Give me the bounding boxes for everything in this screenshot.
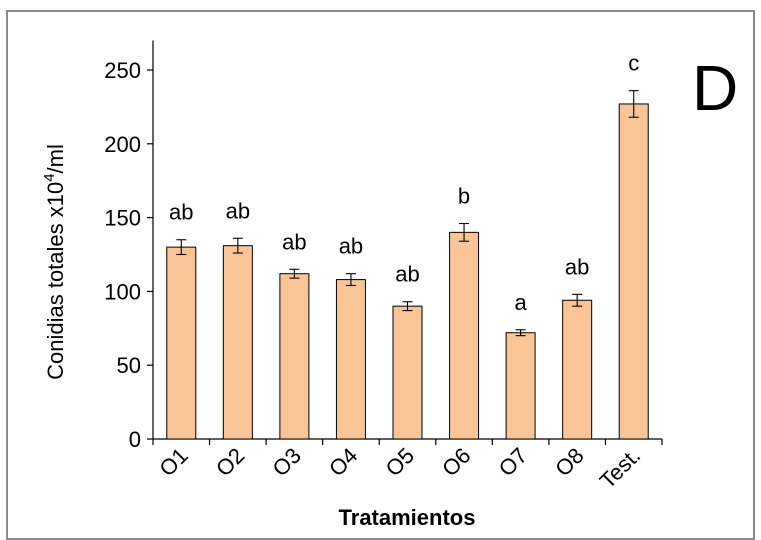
bar: [449, 231, 480, 440]
x-tick-label: O4: [324, 443, 362, 481]
x-tick-label: O3: [267, 443, 305, 481]
bar: [392, 305, 423, 440]
y-axis-label: Conidias totales x104/ml: [41, 144, 68, 380]
significance-labels: ab ab ab ab ab b a ab c: [169, 51, 639, 315]
bar: [335, 279, 366, 440]
y-tick-label: 50: [117, 353, 141, 378]
x-tick-label: O7: [494, 443, 532, 481]
bar-chart: 0 50 100 150 200 250 ab ab ab ab ab b a ab c O1 O2 O3 O4…: [41, 40, 738, 529]
bar: [222, 245, 253, 440]
significance-label: ab: [339, 234, 363, 259]
y-tick-label: 200: [104, 132, 141, 157]
error-bar: [402, 301, 413, 312]
x-tick-label: O1: [154, 443, 192, 481]
y-tick-label: 0: [129, 427, 141, 452]
x-tick-label: O8: [550, 443, 588, 481]
error-bar: [345, 273, 356, 287]
significance-label: ab: [395, 262, 419, 287]
error-bar: [289, 268, 300, 279]
error-bar: [515, 329, 526, 337]
significance-label: b: [458, 184, 470, 209]
significance-label: c: [628, 51, 639, 76]
significance-label: ab: [169, 200, 193, 225]
bar: [505, 332, 536, 440]
significance-label: a: [514, 290, 527, 315]
significance-label: ab: [565, 254, 589, 279]
x-tick-label: Test.: [595, 443, 646, 494]
error-bar: [176, 239, 187, 256]
bar: [279, 273, 310, 440]
x-tick-label: O5: [381, 443, 419, 481]
bars: [166, 103, 649, 440]
error-bar: [459, 222, 470, 242]
error-bar: [232, 237, 243, 254]
y-tick-label: 100: [104, 279, 141, 304]
bar: [562, 299, 593, 440]
y-ticks: 0 50 100 150 200 250: [104, 58, 153, 452]
y-tick-label: 150: [104, 206, 141, 231]
error-bar: [628, 90, 639, 118]
x-ticks: O1 O2 O3 O4 O5 O6 O7 O8 Test.: [152, 439, 663, 494]
bar: [618, 103, 649, 440]
x-tick-label: O2: [211, 443, 249, 481]
significance-label: ab: [282, 229, 306, 254]
x-tick-label: O6: [437, 443, 475, 481]
bar: [166, 246, 197, 440]
y-tick-label: 250: [104, 58, 141, 83]
x-axis-label: Tratamientos: [339, 505, 476, 529]
panel-letter: D: [692, 52, 738, 124]
error-bar: [572, 293, 583, 307]
significance-label: ab: [226, 198, 250, 223]
error-bars: [176, 90, 639, 337]
